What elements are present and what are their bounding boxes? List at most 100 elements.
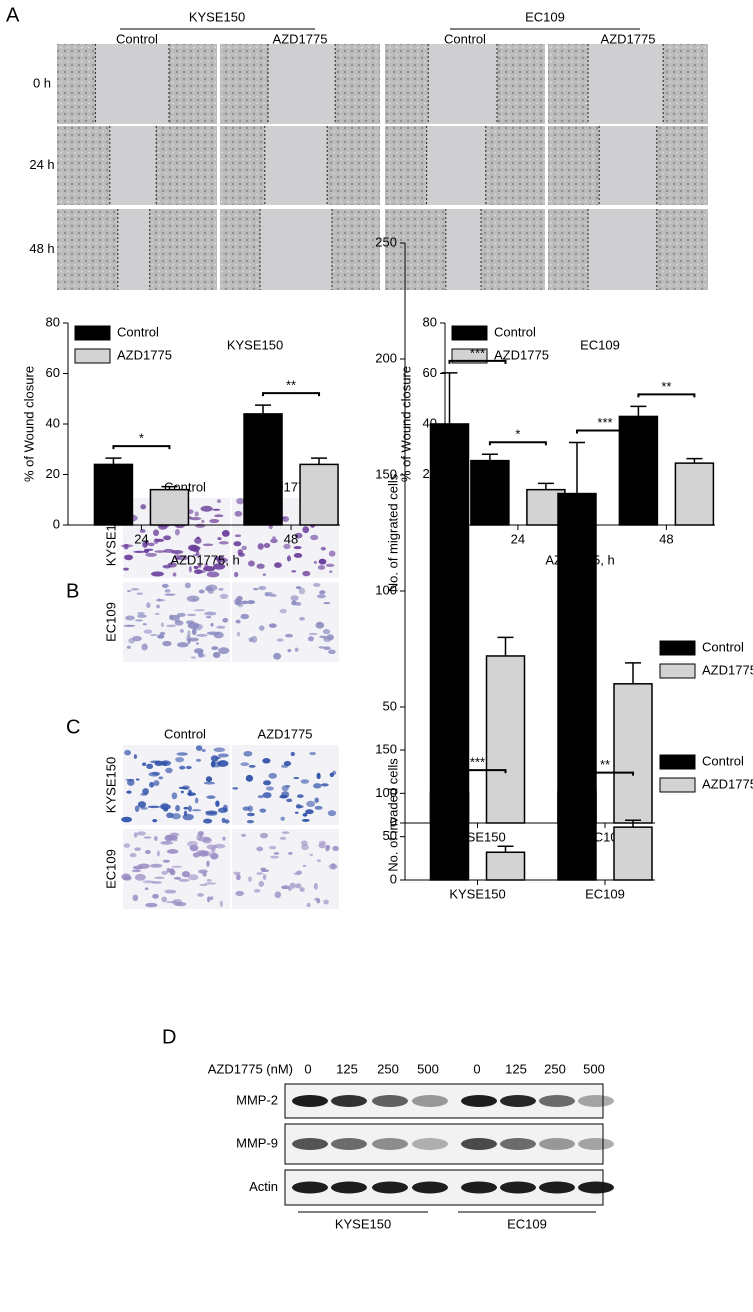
cell-stain	[320, 783, 329, 787]
cell-stain	[316, 773, 321, 780]
cell-stain	[314, 897, 319, 901]
cell-stain	[283, 761, 292, 767]
cell-stain	[186, 765, 192, 770]
cell-stain	[195, 633, 208, 637]
cell-stain	[217, 537, 222, 541]
wound-gap	[588, 209, 657, 290]
cell-stain	[325, 844, 331, 850]
cell-stain	[314, 797, 319, 803]
error-bar	[105, 457, 122, 465]
cell-stain	[164, 889, 177, 894]
cell-stain	[214, 514, 224, 518]
cell-line-label: KYSE150	[103, 757, 118, 813]
cell-stain	[279, 608, 287, 614]
cell-stain	[188, 565, 192, 573]
cell-stain	[163, 535, 172, 541]
y-tick-label: 50	[383, 698, 397, 713]
blot-band	[412, 1138, 448, 1150]
cell-stain	[175, 757, 185, 763]
cell-stain	[247, 560, 255, 567]
significance-label: *	[515, 427, 520, 442]
cell-stain	[206, 571, 220, 578]
cell-stain	[276, 638, 284, 642]
cell-stain	[206, 860, 210, 867]
significance-label: ***	[470, 755, 485, 770]
cell-stain	[158, 776, 164, 780]
cell-stain	[316, 859, 321, 863]
cell-stain	[125, 615, 135, 621]
cell-stain	[145, 552, 157, 557]
y-tick-label: 60	[46, 365, 60, 380]
cell-stain	[247, 805, 253, 812]
condition-header: Control	[116, 31, 158, 46]
bar	[613, 683, 653, 824]
cell-stain	[268, 772, 277, 779]
blot-band	[331, 1181, 367, 1194]
cell-stain	[310, 534, 319, 541]
cell-stain	[140, 504, 147, 510]
cell-stain	[145, 902, 158, 908]
cell-stain	[259, 832, 269, 839]
cell-stain	[301, 818, 310, 822]
cell-stain	[193, 609, 206, 612]
cell-stain	[217, 807, 228, 813]
cell-stain	[198, 589, 205, 594]
cell-stain	[146, 602, 151, 609]
cell-stain	[234, 510, 243, 517]
cell-stain	[309, 853, 314, 857]
cell-stain	[191, 628, 197, 636]
cell-stain	[290, 595, 299, 601]
cell-stain	[133, 832, 138, 838]
cell-stain	[273, 852, 280, 855]
cell-stain	[261, 869, 270, 872]
cell-stain	[179, 765, 186, 770]
cell-stain	[166, 624, 177, 628]
y-tick-label: 80	[423, 314, 437, 329]
legend-label: AZD1775	[702, 662, 753, 677]
error-bar	[311, 457, 328, 465]
cell-stain	[238, 552, 246, 557]
cell-stain	[187, 630, 191, 637]
cell-stain	[319, 590, 326, 595]
cell-stain	[280, 816, 285, 821]
cell-stain	[241, 545, 247, 551]
cell-stain	[171, 865, 183, 868]
cell-stain	[262, 573, 266, 576]
y-tick-label: 0	[53, 516, 60, 531]
bar	[470, 459, 510, 526]
legend-swatch	[659, 640, 696, 656]
cell-stain	[323, 636, 327, 642]
legend-label: AZD1775	[117, 347, 172, 362]
cell-stain	[217, 760, 229, 767]
cell-stain	[162, 564, 172, 569]
cell-stain	[123, 843, 131, 848]
cell-stain	[197, 650, 204, 658]
cell-stain	[176, 612, 186, 617]
cell-stain	[235, 599, 242, 605]
bar	[149, 488, 190, 526]
cell-stain	[222, 617, 229, 623]
cell-stain	[203, 818, 213, 824]
cell-stain	[134, 847, 141, 851]
cell-stain	[192, 554, 202, 557]
error-bar	[537, 482, 554, 490]
cell-stain	[257, 543, 264, 550]
cell-stain	[203, 566, 216, 572]
cell-stain	[152, 893, 159, 899]
cell-stain	[265, 786, 274, 791]
cell-stain	[306, 902, 311, 908]
cell-stain	[187, 840, 198, 847]
cell-stain	[173, 876, 182, 880]
cell-stain	[155, 599, 166, 602]
cell-stain	[180, 628, 184, 633]
blot-band	[412, 1095, 448, 1107]
cell-stain	[157, 634, 165, 639]
cell-stain	[240, 762, 250, 767]
cell-stain	[293, 776, 300, 780]
cell-stain	[235, 890, 245, 896]
bar	[485, 851, 526, 881]
cell-stain	[268, 623, 277, 628]
cell-stain	[149, 634, 158, 637]
legend-swatch	[451, 325, 488, 341]
significance-bracket	[576, 429, 634, 434]
